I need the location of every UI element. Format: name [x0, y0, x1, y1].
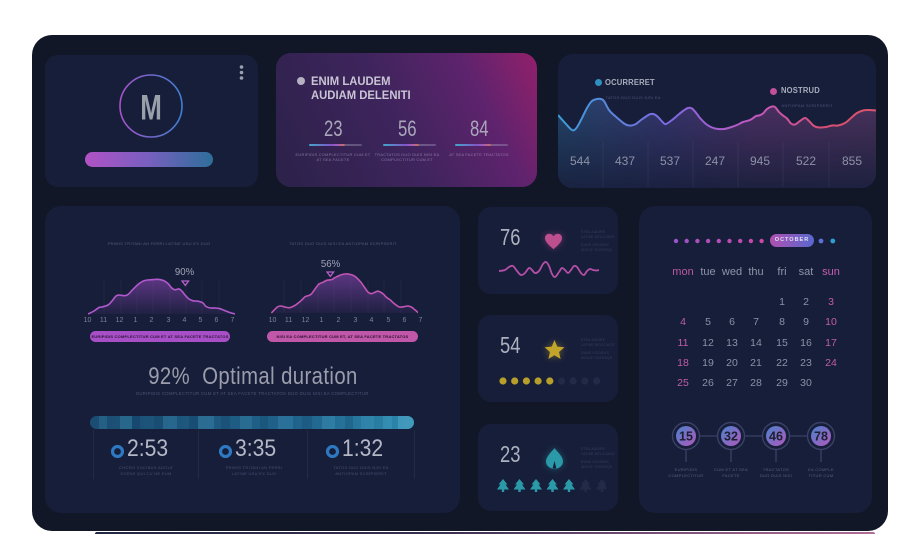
svg-text:15: 15	[679, 430, 693, 444]
svg-text:32: 32	[724, 430, 738, 444]
svg-text:46: 46	[769, 430, 783, 444]
svg-text:M: M	[140, 88, 162, 128]
svg-text:78: 78	[814, 430, 828, 444]
